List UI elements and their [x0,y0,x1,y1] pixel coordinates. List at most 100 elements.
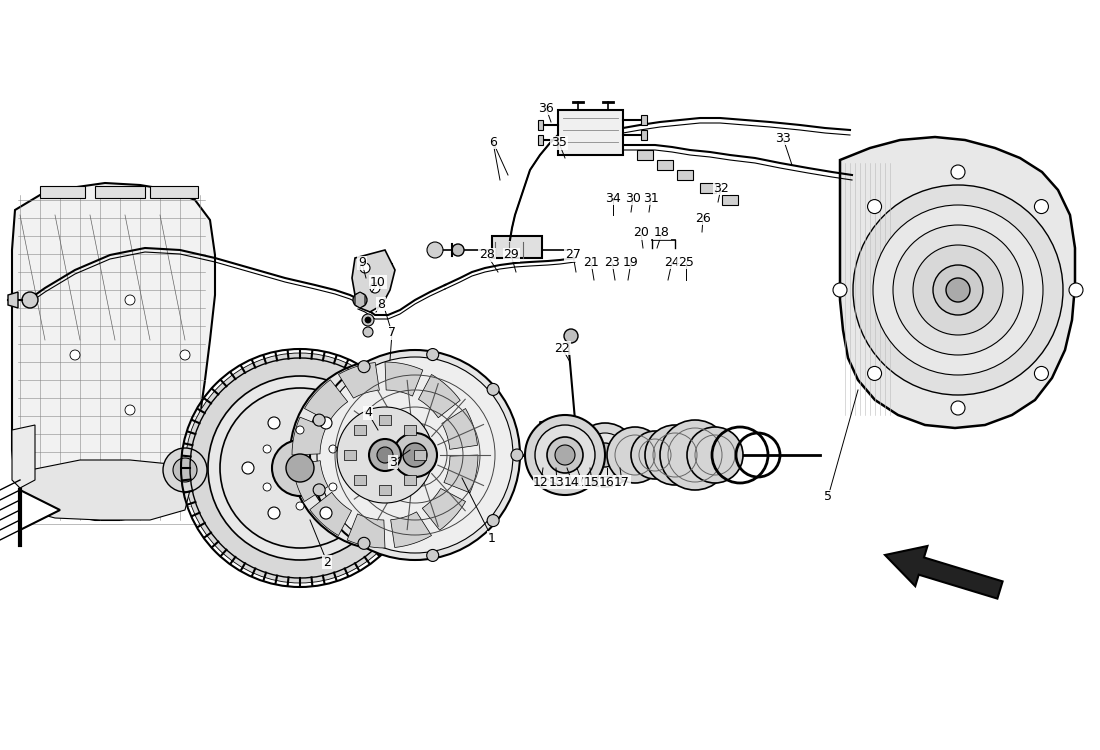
Polygon shape [657,160,673,170]
Circle shape [573,423,637,487]
Polygon shape [293,460,328,502]
Polygon shape [20,490,60,530]
Text: 20: 20 [634,226,649,239]
Circle shape [220,388,380,548]
Text: 30: 30 [625,191,641,205]
Circle shape [564,329,578,343]
Circle shape [452,244,464,256]
Circle shape [268,417,280,429]
Circle shape [427,242,443,258]
Circle shape [370,283,379,293]
Circle shape [368,439,402,471]
Text: 4: 4 [364,406,372,419]
Text: 1: 1 [488,532,496,544]
Circle shape [125,295,135,305]
Text: 12: 12 [534,476,549,488]
Polygon shape [444,455,478,493]
Circle shape [180,350,190,360]
Polygon shape [354,425,366,435]
Circle shape [70,350,80,360]
Circle shape [363,327,373,337]
Polygon shape [722,195,738,205]
Circle shape [852,185,1063,395]
Bar [558,110,623,155]
Circle shape [688,427,742,483]
Circle shape [393,433,437,477]
Circle shape [263,483,271,491]
Text: 35: 35 [551,136,566,149]
Circle shape [362,314,374,326]
Circle shape [346,462,358,474]
Circle shape [583,433,627,477]
Circle shape [535,425,595,485]
Polygon shape [442,409,477,449]
Polygon shape [641,130,647,140]
FancyArrow shape [886,546,1002,598]
Text: 33: 33 [776,131,791,145]
Text: 2: 2 [323,556,331,568]
Text: 11: 11 [574,476,590,488]
Text: 17: 17 [614,476,630,488]
Bar [95,186,145,198]
Polygon shape [676,170,693,180]
Circle shape [286,454,313,482]
Circle shape [329,445,337,453]
Circle shape [22,292,38,308]
Circle shape [556,445,575,465]
Circle shape [833,283,847,297]
Polygon shape [12,425,35,488]
Polygon shape [538,135,543,145]
Circle shape [125,405,135,415]
Polygon shape [379,415,390,425]
Circle shape [487,514,499,526]
Circle shape [358,361,370,373]
Text: 7: 7 [388,326,396,340]
Polygon shape [404,425,416,435]
Text: 21: 21 [583,256,598,268]
Circle shape [893,225,1023,355]
Circle shape [329,483,337,491]
Polygon shape [385,362,422,396]
Text: 5: 5 [824,490,832,503]
Text: 27: 27 [565,248,581,262]
Polygon shape [840,137,1075,428]
Text: 6: 6 [490,136,497,148]
Circle shape [305,375,465,535]
Circle shape [427,349,439,361]
Circle shape [272,440,328,496]
Circle shape [487,383,499,395]
Circle shape [1034,200,1048,214]
Circle shape [933,265,983,315]
Circle shape [296,502,304,510]
Polygon shape [700,183,716,193]
Polygon shape [422,488,465,530]
Circle shape [512,449,522,461]
Text: 31: 31 [644,191,659,205]
Text: 34: 34 [605,191,620,205]
Bar [492,236,542,258]
Circle shape [163,448,207,492]
Circle shape [607,427,663,483]
Polygon shape [404,475,416,484]
Polygon shape [379,485,390,495]
Polygon shape [540,418,582,478]
Circle shape [946,278,970,302]
Circle shape [593,443,617,467]
Circle shape [268,507,280,519]
Polygon shape [20,460,190,520]
Text: 10: 10 [370,275,386,289]
Circle shape [314,414,326,426]
Polygon shape [348,514,385,548]
Circle shape [353,293,367,307]
Circle shape [365,317,371,323]
Circle shape [403,443,427,467]
Circle shape [952,401,965,415]
Polygon shape [354,475,366,484]
Circle shape [868,367,881,380]
Text: 24: 24 [664,256,680,268]
Circle shape [1069,283,1084,297]
Circle shape [185,353,415,583]
Polygon shape [352,250,395,312]
Polygon shape [414,450,426,460]
Polygon shape [355,292,365,308]
